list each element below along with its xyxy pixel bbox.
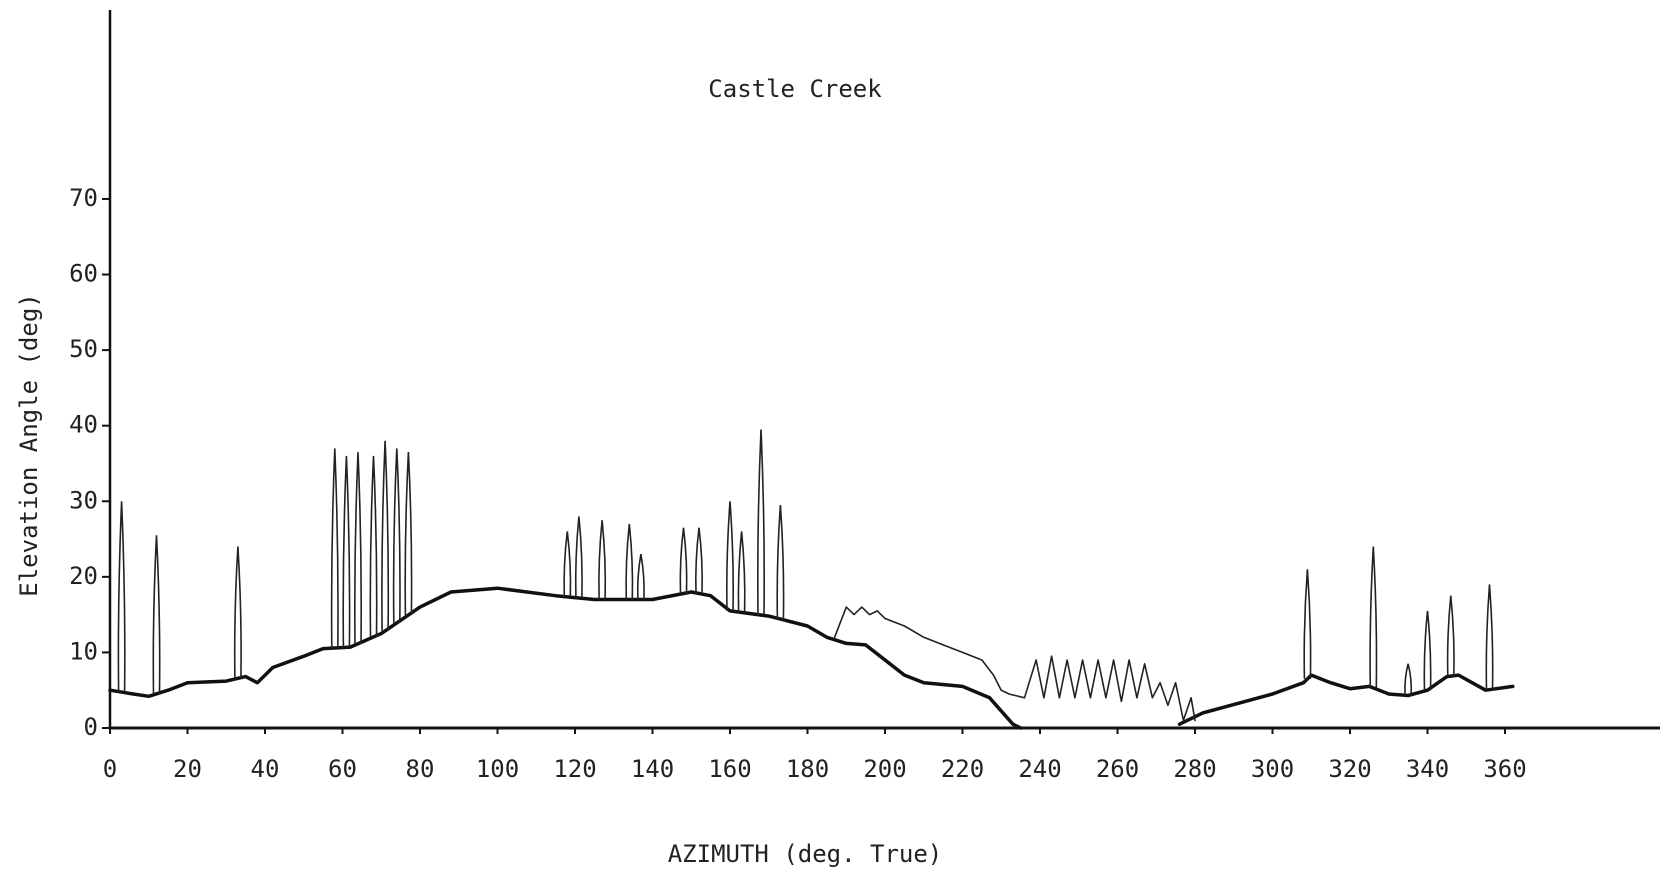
x-tick-label: 320 <box>1328 755 1371 783</box>
x-tick-label: 340 <box>1406 755 1449 783</box>
tree-spike <box>727 501 733 611</box>
tree-spike <box>638 554 644 599</box>
tree-spike <box>1405 664 1411 696</box>
tree-spike <box>332 448 338 648</box>
tree-spike <box>1304 569 1310 679</box>
tree-spike <box>696 528 702 594</box>
y-tick-label: 70 <box>69 184 98 212</box>
y-tick-label: 50 <box>69 335 98 363</box>
tree-spike <box>777 505 783 619</box>
x-tick-label: 100 <box>476 755 519 783</box>
x-tick-label: 120 <box>553 755 596 783</box>
x-tick-label: 260 <box>1096 755 1139 783</box>
tree-spike <box>343 456 349 647</box>
x-tick-label: 220 <box>941 755 984 783</box>
x-tick-label: 300 <box>1251 755 1294 783</box>
tree-spike <box>1448 596 1454 676</box>
tree-spike <box>576 516 582 598</box>
x-tick-label: 40 <box>251 755 280 783</box>
tree-spike <box>405 452 411 615</box>
tree-spike <box>626 524 632 600</box>
x-tick-label: 140 <box>631 755 674 783</box>
tree-spike <box>235 547 241 679</box>
tree-spike <box>758 430 764 616</box>
y-tick-label: 40 <box>69 411 98 439</box>
x-tick-label: 80 <box>406 755 435 783</box>
y-tick-label: 30 <box>69 486 98 514</box>
x-tick-label: 180 <box>786 755 829 783</box>
tree-spike <box>153 535 159 694</box>
tree-spike <box>118 501 124 692</box>
tree-spike <box>355 452 361 644</box>
tree-spike <box>382 441 388 631</box>
y-axis-label: Elevation Angle (deg) <box>15 293 43 596</box>
x-tick-label: 0 <box>103 755 117 783</box>
tree-spike <box>1486 584 1492 689</box>
tree-spike <box>599 520 605 599</box>
tree-spike <box>1370 547 1376 688</box>
x-tick-label: 20 <box>173 755 202 783</box>
x-axis-label: AZIMUTH (deg. True) <box>668 840 943 868</box>
y-tick-label: 0 <box>84 713 98 741</box>
chart: Castle Creek AZIMUTH (deg. True) Elevati… <box>0 0 1668 874</box>
x-tick-label: 160 <box>708 755 751 783</box>
x-tick-label: 60 <box>328 755 357 783</box>
y-tick-label: 10 <box>69 637 98 665</box>
tree-spike <box>680 528 686 594</box>
page: Castle Creek AZIMUTH (deg. True) Elevati… <box>0 0 1668 874</box>
y-tick-label: 60 <box>69 260 98 288</box>
x-tick-label: 280 <box>1173 755 1216 783</box>
x-tick-label: 200 <box>863 755 906 783</box>
chart-title: Castle Creek <box>708 75 882 103</box>
y-tick-label: 20 <box>69 562 98 590</box>
x-tick-label: 360 <box>1483 755 1526 783</box>
x-tick-label: 240 <box>1018 755 1061 783</box>
tree-spike <box>1424 611 1430 690</box>
profile-line <box>110 588 1513 728</box>
tree-spike <box>394 448 400 623</box>
tree-spike <box>564 532 570 597</box>
tree-spike <box>738 532 744 613</box>
tree-spike <box>370 456 376 637</box>
